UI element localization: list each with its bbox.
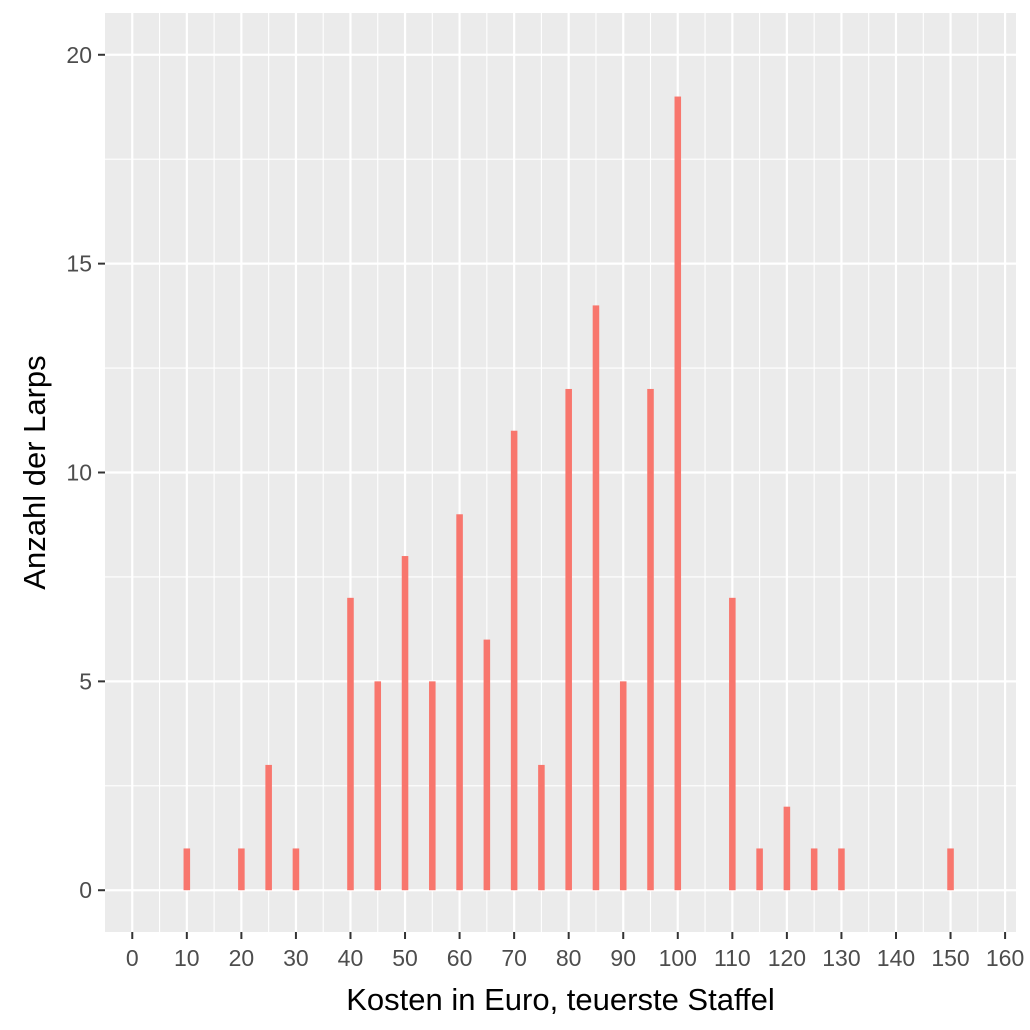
bar xyxy=(429,681,436,891)
x-tick-label: 60 xyxy=(447,945,473,971)
bar xyxy=(292,848,300,891)
bar xyxy=(838,848,845,891)
bar xyxy=(756,848,763,891)
y-axis: 0 5 10 15 20 xyxy=(66,42,105,903)
bar xyxy=(538,764,545,891)
bar xyxy=(483,639,491,891)
bar xyxy=(674,96,682,891)
x-tick-label: 70 xyxy=(501,945,527,971)
y-tick-label: 5 xyxy=(79,668,92,694)
bar xyxy=(374,681,382,891)
x-tick-label: 160 xyxy=(986,945,1024,971)
bar xyxy=(729,597,736,891)
bar xyxy=(810,848,818,891)
bar xyxy=(647,388,654,891)
x-axis: 0 10 20 30 40 50 60 70 80 90 100 110 120 130 140 150 160 xyxy=(126,932,1024,971)
bar xyxy=(401,556,409,891)
x-tick-label: 120 xyxy=(768,945,806,971)
bar xyxy=(510,430,518,891)
x-tick-label: 50 xyxy=(392,945,418,971)
bar xyxy=(783,806,791,891)
y-axis-title: Anzahl der Larps xyxy=(17,355,52,589)
x-tick-label: 140 xyxy=(877,945,915,971)
bar xyxy=(265,764,272,891)
x-tick-label: 100 xyxy=(659,945,697,971)
x-tick-label: 110 xyxy=(714,945,751,971)
x-tick-label: 10 xyxy=(174,945,200,971)
x-tick-label: 130 xyxy=(822,945,860,971)
y-tick-label: 15 xyxy=(66,251,92,277)
bar xyxy=(347,597,354,891)
x-tick-label: 40 xyxy=(338,945,364,971)
bar-series xyxy=(183,96,954,891)
y-tick-label: 0 xyxy=(79,877,92,903)
x-axis-title: Kosten in Euro, teuerste Staffel xyxy=(346,982,775,1017)
y-tick-label: 10 xyxy=(66,460,92,486)
bar xyxy=(619,681,627,891)
bar xyxy=(592,305,600,891)
y-tick-label: 20 xyxy=(66,42,92,68)
bar xyxy=(456,514,463,891)
x-tick-label: 0 xyxy=(126,945,139,971)
bar xyxy=(565,388,572,891)
x-tick-label: 20 xyxy=(229,945,255,971)
bar xyxy=(238,848,245,891)
x-tick-label: 90 xyxy=(610,945,636,971)
x-tick-label: 150 xyxy=(931,945,969,971)
x-tick-label: 30 xyxy=(283,945,309,971)
x-tick-label: 80 xyxy=(556,945,582,971)
bar xyxy=(947,848,954,891)
bar xyxy=(183,848,191,891)
